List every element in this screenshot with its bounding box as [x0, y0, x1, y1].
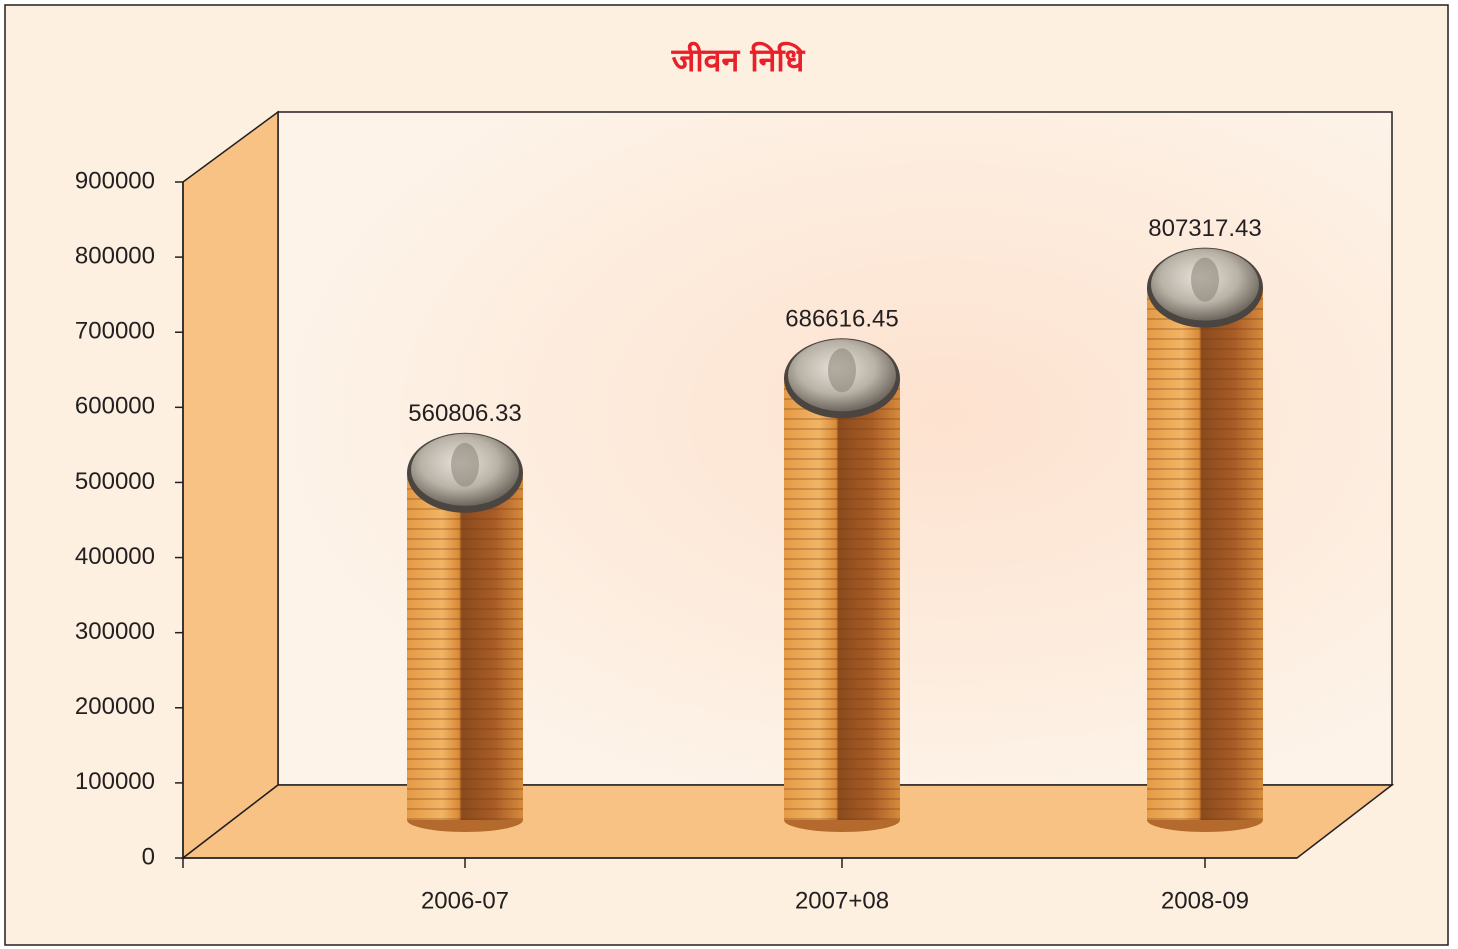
value-label: 807317.43 — [1148, 215, 1261, 242]
coin-stack — [1147, 247, 1263, 832]
side-wall — [182, 110, 279, 860]
bar-stripes — [407, 472, 523, 820]
coin-stack — [407, 432, 523, 832]
value-label: 686616.45 — [785, 306, 898, 333]
value-label: 560806.33 — [408, 400, 521, 427]
y-tick-label: 600000 — [75, 393, 155, 420]
y-tick-label: 800000 — [75, 242, 155, 269]
x-tick-label: 2007+08 — [795, 887, 889, 914]
y-tick-label: 400000 — [75, 543, 155, 570]
y-tick-label: 200000 — [75, 693, 155, 720]
coin-emblem — [451, 442, 479, 487]
coin-emblem — [1191, 257, 1219, 302]
y-tick-label: 0 — [142, 843, 155, 870]
y-tick-label: 500000 — [75, 468, 155, 495]
coin-stack — [784, 338, 900, 832]
y-tick-label: 900000 — [75, 167, 155, 194]
bar-stripes — [784, 378, 900, 820]
x-tick-label: 2006-07 — [421, 887, 509, 914]
y-tick-label: 100000 — [75, 768, 155, 795]
chart-title: जीवन निधि — [671, 41, 806, 79]
bar-stripes — [1147, 287, 1263, 821]
y-tick-label: 300000 — [75, 618, 155, 645]
coin-emblem — [828, 348, 856, 393]
y-tick-label: 700000 — [75, 318, 155, 345]
x-tick-label: 2008-09 — [1161, 887, 1249, 914]
